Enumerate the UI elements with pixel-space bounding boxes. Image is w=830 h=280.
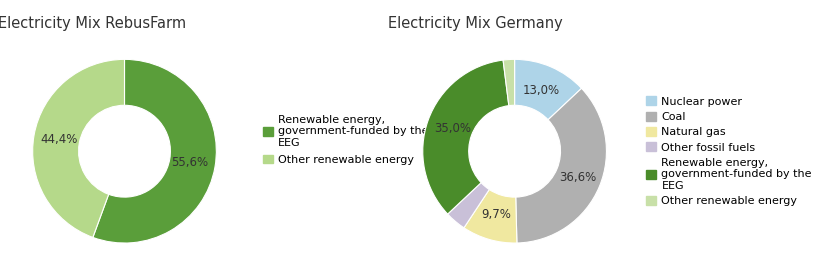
Text: Electricity Mix RebusFarm: Electricity Mix RebusFarm xyxy=(0,16,187,31)
Text: 44,4%: 44,4% xyxy=(41,133,78,146)
Text: 13,0%: 13,0% xyxy=(522,84,559,97)
Wedge shape xyxy=(515,59,582,120)
Text: Electricity Mix Germany: Electricity Mix Germany xyxy=(388,16,563,31)
Wedge shape xyxy=(464,190,517,243)
Text: 36,6%: 36,6% xyxy=(559,171,597,184)
Text: 55,6%: 55,6% xyxy=(171,156,208,169)
Text: 35,0%: 35,0% xyxy=(434,122,471,135)
Wedge shape xyxy=(515,88,607,243)
Legend: Nuclear power, Coal, Natural gas, Other fossil fuels, Renewable energy,
governme: Nuclear power, Coal, Natural gas, Other … xyxy=(647,96,812,206)
Wedge shape xyxy=(447,183,489,228)
Legend: Renewable energy,
government-funded by the
EEG, Other renewable energy: Renewable energy, government-funded by t… xyxy=(263,115,429,165)
Wedge shape xyxy=(503,59,515,106)
Wedge shape xyxy=(93,59,217,243)
Wedge shape xyxy=(32,59,124,237)
Text: 9,7%: 9,7% xyxy=(481,208,511,221)
Wedge shape xyxy=(422,60,509,214)
